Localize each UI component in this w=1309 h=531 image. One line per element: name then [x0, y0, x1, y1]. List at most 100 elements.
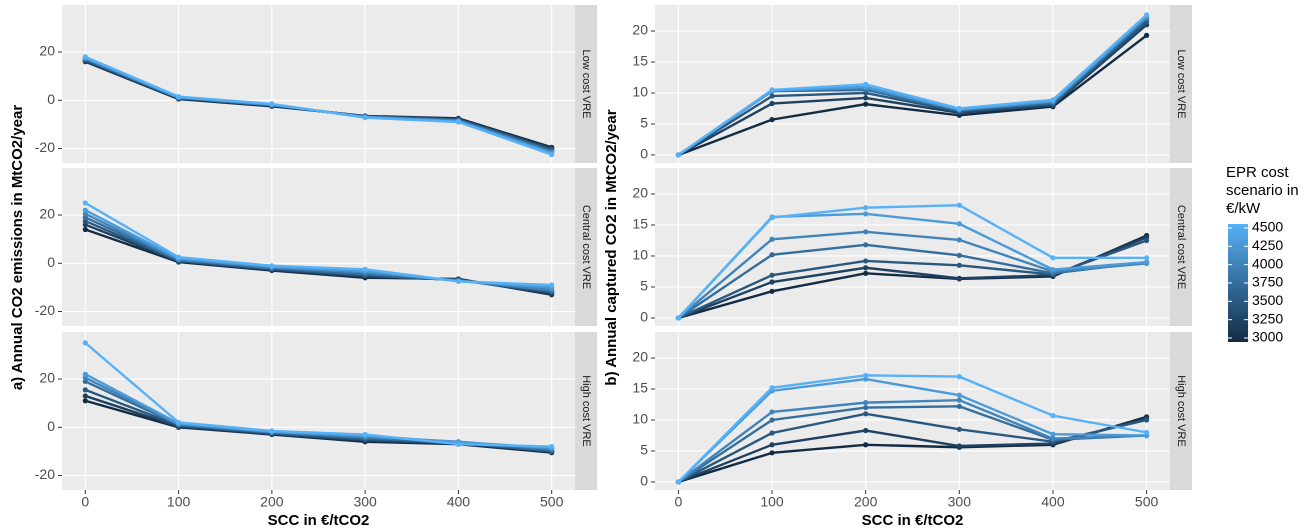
point — [863, 95, 869, 101]
y-tick-label: 20 — [39, 370, 55, 386]
series-line — [84, 55, 553, 156]
point — [82, 371, 88, 377]
point — [175, 254, 182, 260]
point — [1050, 255, 1056, 261]
y-tick-label: 0 — [47, 254, 55, 270]
point — [82, 54, 88, 60]
point — [82, 375, 88, 381]
point — [769, 236, 775, 242]
strip-label: Central cost VRE — [580, 205, 592, 289]
point — [1143, 32, 1150, 38]
point — [863, 101, 869, 107]
colorbar-label: 4500 — [1252, 219, 1283, 235]
colorbar-title: EPR cost scenario in €/kW — [1226, 164, 1299, 217]
point — [269, 428, 275, 434]
y-axis-title: b) Annual captured CO2 in MtCO2/year — [603, 109, 620, 385]
y-tick-label: 10 — [632, 84, 648, 100]
point — [1050, 267, 1056, 273]
point — [769, 442, 775, 448]
colorbar-label: 3000 — [1252, 329, 1283, 345]
y-tick-label: 20 — [632, 349, 648, 365]
strip-label: Low cost VRE — [580, 49, 592, 118]
point — [769, 100, 775, 107]
point — [863, 270, 869, 276]
x-tick-label: 100 — [167, 494, 191, 510]
x-tick-label: 300 — [948, 494, 972, 510]
point — [82, 211, 88, 217]
colorbar-label: 4000 — [1252, 255, 1283, 271]
point — [549, 282, 555, 288]
point — [769, 117, 775, 123]
y-tick-label: 20 — [632, 22, 648, 38]
point — [362, 115, 368, 121]
strip-background — [575, 332, 597, 490]
point — [675, 152, 682, 158]
point — [863, 442, 869, 448]
point — [269, 101, 275, 107]
x-tick-label: 0 — [81, 494, 89, 510]
point — [956, 262, 962, 268]
point — [769, 385, 775, 391]
point — [956, 202, 962, 208]
point — [82, 393, 88, 399]
y-tick-label: 0 — [640, 309, 648, 325]
point — [362, 266, 368, 272]
y-tick-label: 0 — [640, 146, 648, 162]
x-axis-title: SCC in €/tCO2 — [268, 512, 370, 529]
point — [175, 419, 182, 426]
point — [956, 426, 962, 432]
y-tick-label: 0 — [640, 473, 648, 489]
point — [863, 205, 869, 211]
point — [82, 222, 88, 228]
point — [82, 214, 88, 221]
colorbar — [1228, 224, 1248, 342]
point — [549, 443, 555, 450]
point — [769, 214, 775, 221]
point — [82, 398, 88, 404]
point — [956, 221, 962, 227]
x-tick-label: 400 — [1041, 494, 1065, 510]
y-tick-label: 20 — [39, 206, 55, 222]
point — [769, 93, 775, 99]
x-tick-label: 300 — [353, 494, 377, 510]
point — [269, 263, 275, 269]
strip-label: Low cost VRE — [1175, 49, 1187, 118]
y-tick-label: 20 — [39, 43, 55, 59]
y-tick-label: 15 — [632, 53, 648, 69]
colorbar-label: 3250 — [1252, 310, 1283, 326]
y-tick-label: 0 — [47, 91, 55, 107]
x-tick-label: 500 — [1135, 494, 1159, 510]
point — [863, 211, 869, 217]
point — [675, 315, 682, 321]
point — [769, 272, 775, 278]
point — [82, 340, 88, 346]
point — [863, 400, 869, 406]
x-axis-title: SCC in €/tCO2 — [862, 512, 964, 529]
series-line — [677, 374, 1147, 483]
series-line — [677, 377, 1147, 483]
point — [1143, 429, 1150, 435]
series-line — [677, 14, 1148, 156]
series-line — [677, 230, 1147, 319]
x-tick-label: 100 — [760, 494, 784, 510]
series-line — [677, 34, 1148, 157]
strip-label: High cost VRE — [580, 375, 592, 447]
x-tick-label: 400 — [447, 494, 471, 510]
point — [1050, 431, 1056, 437]
point — [1143, 259, 1150, 265]
point — [863, 229, 869, 235]
point — [362, 431, 368, 438]
strip-background — [575, 5, 597, 163]
y-tick-label: 20 — [632, 185, 648, 201]
point — [1143, 417, 1150, 423]
point — [1050, 413, 1056, 419]
point — [863, 411, 869, 417]
x-tick-label: 200 — [854, 494, 878, 510]
point — [82, 387, 88, 393]
strip-background — [1170, 332, 1192, 490]
y-tick-label: 15 — [632, 380, 648, 396]
series-line — [677, 203, 1147, 319]
point — [863, 81, 869, 87]
